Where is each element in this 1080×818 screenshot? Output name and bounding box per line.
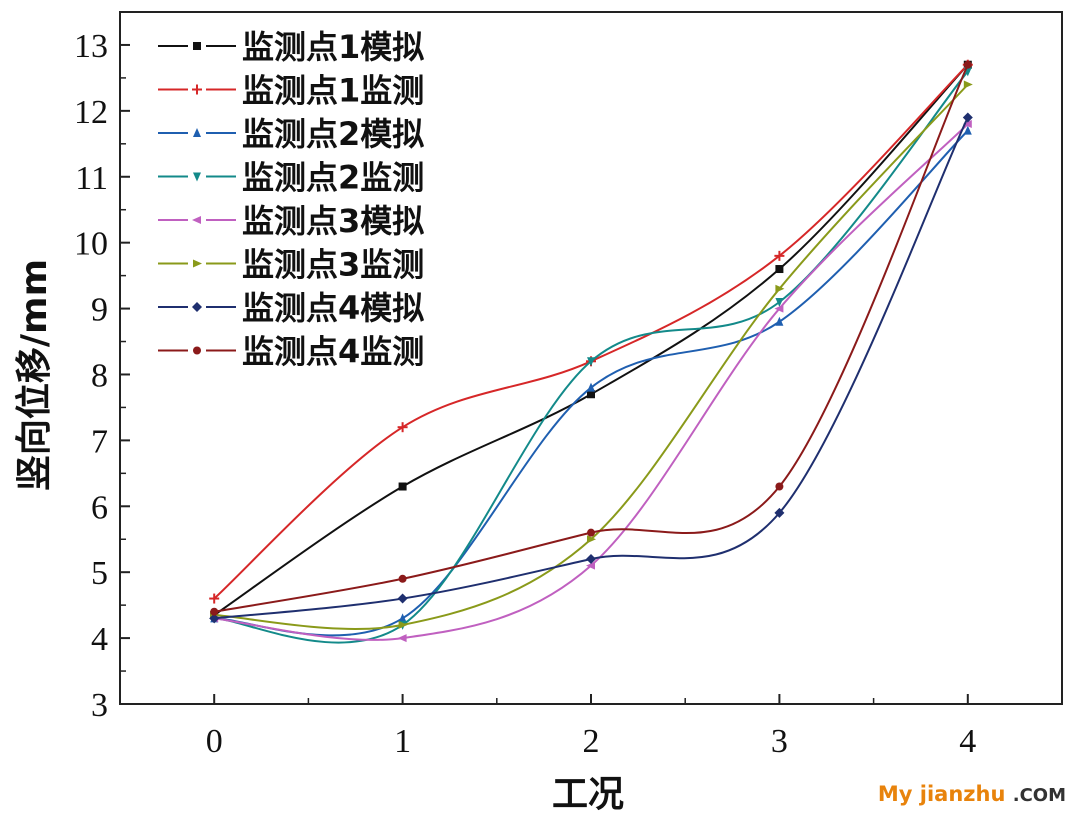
data-point (210, 607, 219, 616)
data-point (962, 112, 973, 123)
y-tick-label: 8 (91, 357, 108, 394)
data-point (398, 620, 408, 629)
legend-label: 监测点2监测 (242, 159, 424, 197)
series-line (214, 64, 969, 613)
x-tick-label: 1 (394, 723, 411, 760)
data-point (209, 613, 220, 624)
y-tick-label: 13 (74, 28, 108, 65)
data-point (775, 297, 784, 307)
legend-label: 监测点3模拟 (242, 202, 424, 240)
data-point (775, 316, 784, 326)
legend-item: 监测点4模拟 (158, 289, 424, 327)
y-tick-label: 10 (74, 226, 108, 263)
data-point (586, 561, 595, 570)
x-tick-label: 3 (771, 723, 788, 760)
data-point (397, 422, 408, 433)
data-point (774, 250, 785, 261)
legend-item: 监测点2监测 (158, 159, 424, 197)
legend-label: 监测点4模拟 (242, 289, 424, 327)
data-point (963, 80, 973, 89)
watermark-text-domain: .COM (1012, 785, 1066, 806)
y-axis-title: 竖向位移/mm (14, 259, 55, 491)
y-tick-label: 11 (75, 160, 108, 197)
watermark-logo: My jianzhu .COM (878, 782, 1066, 806)
data-point (586, 554, 596, 565)
data-point (397, 593, 408, 604)
data-point (209, 593, 220, 604)
y-tick-label: 6 (91, 489, 108, 526)
series-5 (209, 120, 972, 643)
data-point (398, 613, 407, 623)
data-point (775, 482, 784, 491)
legend-marker (193, 346, 201, 355)
y-tick-label: 12 (74, 94, 108, 131)
legend-label: 监测点2模拟 (242, 115, 424, 153)
data-point (774, 507, 785, 518)
y-tick-label: 3 (91, 687, 108, 724)
x-tick-label: 4 (959, 723, 976, 760)
x-axis-title: 工况 (552, 774, 624, 815)
legend-marker (193, 128, 201, 137)
legend-item: 监测点1模拟 (158, 28, 424, 66)
data-point (587, 390, 595, 399)
legend-item: 监测点3模拟 (158, 202, 424, 240)
legend-label: 监测点3监测 (242, 246, 424, 284)
series-7 (209, 112, 973, 624)
y-tick-label: 5 (91, 555, 108, 592)
data-point (963, 125, 972, 135)
legend-marker (192, 216, 201, 224)
x-tick-label: 2 (583, 723, 600, 760)
y-tick-label: 4 (91, 621, 108, 658)
data-point (775, 284, 785, 293)
y-tick-label: 9 (91, 292, 108, 329)
data-point (962, 120, 972, 129)
data-point (398, 574, 407, 583)
series-line (214, 83, 969, 630)
data-point (587, 382, 595, 392)
legend-label: 监测点1模拟 (242, 28, 424, 66)
data-point (775, 265, 784, 274)
legend-item: 监测点3监测 (158, 246, 424, 284)
data-point (587, 357, 595, 367)
x-tick-label: 0 (206, 723, 223, 760)
data-point (963, 60, 972, 69)
series-8 (210, 60, 972, 616)
legend-item: 监测点1监测 (158, 72, 424, 110)
legend-label: 监测点1监测 (242, 72, 424, 110)
series-lines (209, 59, 973, 644)
series-line (214, 117, 969, 620)
legend-marker (193, 42, 201, 50)
legend-label: 监测点4监测 (242, 333, 424, 371)
data-point (587, 528, 595, 537)
legend-item: 监测点4监测 (158, 333, 424, 371)
watermark-text-main: My jianzhu (877, 782, 1006, 806)
legend-item: 监测点2模拟 (158, 115, 424, 153)
legend-marker (192, 302, 202, 312)
y-tick-label: 7 (91, 423, 108, 460)
legend-marker (193, 259, 202, 268)
data-point (398, 482, 407, 491)
data-point (774, 304, 784, 313)
series-line (214, 123, 969, 641)
legend: 监测点1模拟监测点1监测监测点2模拟监测点2监测监测点3模拟监测点3监测监测点4… (158, 28, 424, 371)
legend-marker (193, 172, 201, 182)
legend-marker (192, 84, 202, 95)
data-point (587, 535, 596, 544)
data-point (397, 634, 407, 643)
